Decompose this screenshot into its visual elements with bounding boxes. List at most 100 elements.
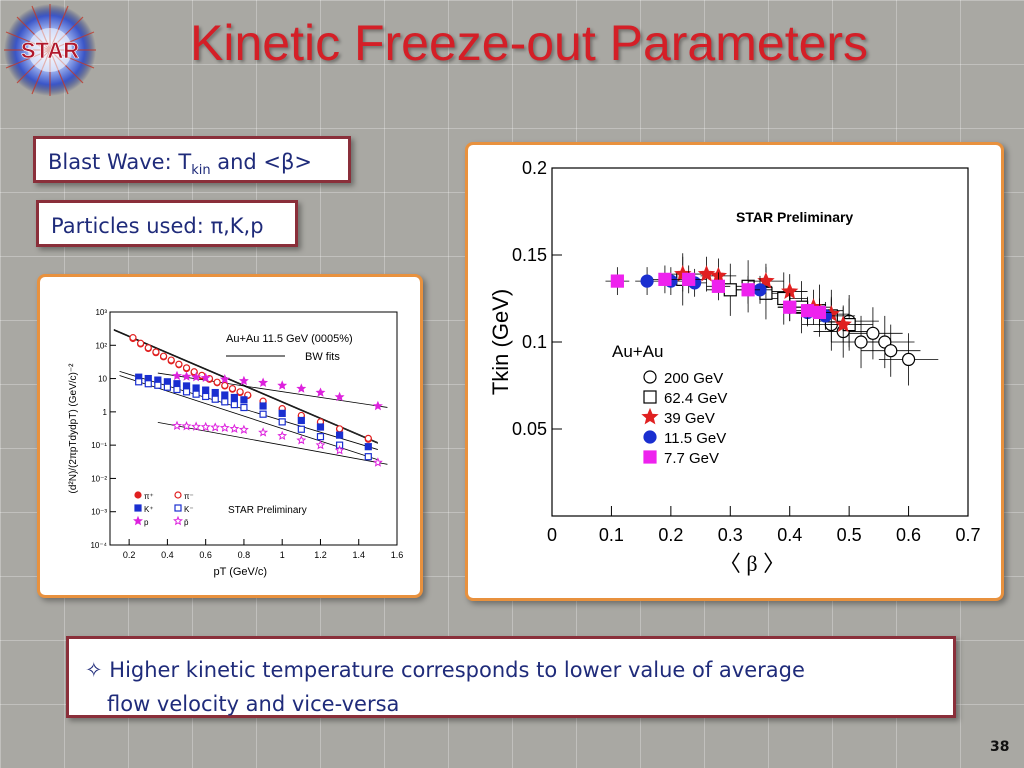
data-point — [711, 279, 725, 293]
data-point — [372, 400, 383, 411]
legend-label: p̄ — [184, 518, 189, 527]
data-point — [211, 388, 219, 397]
data-point — [230, 393, 238, 402]
data-point — [159, 352, 168, 360]
series-3 — [135, 373, 372, 451]
data-point — [202, 392, 210, 401]
data-point — [315, 439, 326, 450]
legend-marker — [643, 370, 657, 384]
annotation-bw-fits: BW fits — [305, 351, 340, 363]
data-point — [163, 383, 172, 391]
series-5 — [172, 370, 383, 411]
data-point — [240, 396, 248, 404]
data-point — [152, 348, 160, 356]
x-tick-label: 0 — [547, 525, 557, 545]
data-point — [230, 401, 238, 409]
x-tick-label: 1.4 — [352, 550, 365, 560]
legend-marker — [643, 430, 657, 444]
y-tick-label: 10 — [98, 375, 107, 384]
tkin-beta-chart-panel: 0 0.1 0.2 0.3 0.4 0.5 0.6 0.7 0.05 0.1 0.15 0.2 〈 β … — [465, 142, 1004, 601]
data-point — [812, 305, 827, 320]
data-point — [219, 374, 230, 384]
x-tick-label: 0.1 — [599, 525, 624, 545]
legend-label: p — [144, 518, 149, 527]
data-point — [240, 403, 248, 412]
x-tick-label: 0.4 — [161, 550, 174, 560]
data-point — [834, 315, 852, 332]
data-point — [800, 304, 815, 318]
y-tick-label: 0.05 — [512, 419, 547, 439]
blast-wave-suffix: and <β> — [210, 150, 313, 174]
legend-marker — [641, 407, 659, 425]
data-point — [296, 383, 307, 393]
data-point — [137, 339, 145, 347]
data-point — [258, 427, 269, 437]
data-point — [229, 423, 240, 433]
data-point — [336, 431, 344, 439]
data-point — [297, 425, 305, 433]
data-point — [372, 457, 383, 467]
legend-label: K⁺ — [144, 505, 154, 514]
data-point — [221, 381, 229, 390]
legend-label: 39 GeV — [664, 410, 715, 427]
data-point — [316, 433, 325, 441]
x-tick-label: 0.3 — [718, 525, 743, 545]
data-point — [172, 420, 182, 431]
data-point — [221, 398, 229, 406]
conclusion-box: ✧ Higher kinetic temperature corresponds… — [66, 636, 956, 718]
data-point — [192, 390, 200, 398]
data-point — [697, 264, 716, 282]
data-point — [144, 344, 152, 352]
data-point — [259, 410, 267, 418]
data-point — [200, 372, 211, 383]
data-point — [213, 378, 221, 386]
data-point — [154, 381, 162, 389]
data-point — [278, 409, 286, 417]
y-axis-label: Tkin (GeV) — [488, 289, 513, 395]
data-point — [172, 370, 182, 381]
data-point — [221, 391, 229, 399]
data-point — [192, 384, 200, 392]
data-point — [783, 300, 797, 314]
annotation-preliminary: STAR Preliminary — [228, 505, 307, 516]
data-point — [182, 388, 191, 396]
y-tick-label: 0.1 — [522, 332, 547, 352]
data-point — [901, 352, 916, 366]
data-point — [258, 377, 269, 387]
particles-box: Particles used: π,K,p — [36, 200, 298, 247]
bw-fit-curve — [119, 375, 378, 461]
y-tick-label: 10⁻² — [91, 474, 107, 483]
data-point — [175, 360, 183, 368]
data-point — [236, 388, 244, 396]
bw-fit-curve — [119, 371, 378, 450]
data-point — [182, 382, 191, 390]
data-point — [297, 416, 305, 425]
legend-marker — [133, 515, 143, 526]
spectra-chart-panel: 0.2 0.4 0.6 0.8 1 1.2 1.4 1.6 10⁻⁴ 10⁻³ 10⁻² 10⁻¹ 1 1… — [37, 274, 423, 598]
data-point — [219, 422, 230, 433]
blast-wave-box: Blast Wave: Tkin and <β> — [33, 136, 351, 183]
legend-label: 11.5 GeV — [664, 430, 726, 447]
data-point — [182, 364, 191, 372]
blast-wave-prefix: Blast Wave: T — [48, 150, 192, 174]
slide-title: Kinetic Freeze-out Parameters — [190, 15, 869, 71]
data-point — [364, 453, 372, 461]
blast-wave-subscript: kin — [191, 163, 211, 179]
x-tick-label: 0.8 — [238, 550, 251, 560]
data-point — [210, 422, 221, 432]
legend-marker — [643, 390, 657, 404]
y-tick-label: 10³ — [95, 308, 107, 317]
legend-marker — [173, 515, 183, 526]
data-point — [277, 430, 288, 441]
data-point — [296, 435, 307, 445]
x-tick-label: 1.6 — [391, 550, 404, 560]
x-axis-label: 〈 β 〉 — [719, 551, 785, 576]
page-number: 38 — [990, 739, 1010, 755]
tkin-beta-chart: 0 0.1 0.2 0.3 0.4 0.5 0.6 0.7 0.05 0.1 0.15 0.2 〈 β … — [488, 158, 981, 576]
x-axis-label: pT (GeV/c) — [214, 566, 268, 578]
x-tick-label: 0.7 — [955, 525, 980, 545]
annotation-energy: Au+Au 11.5 GeV (0005%) — [226, 333, 353, 345]
data-point — [658, 272, 672, 286]
data-point — [315, 387, 326, 397]
legend-label: 200 GeV — [664, 370, 723, 387]
